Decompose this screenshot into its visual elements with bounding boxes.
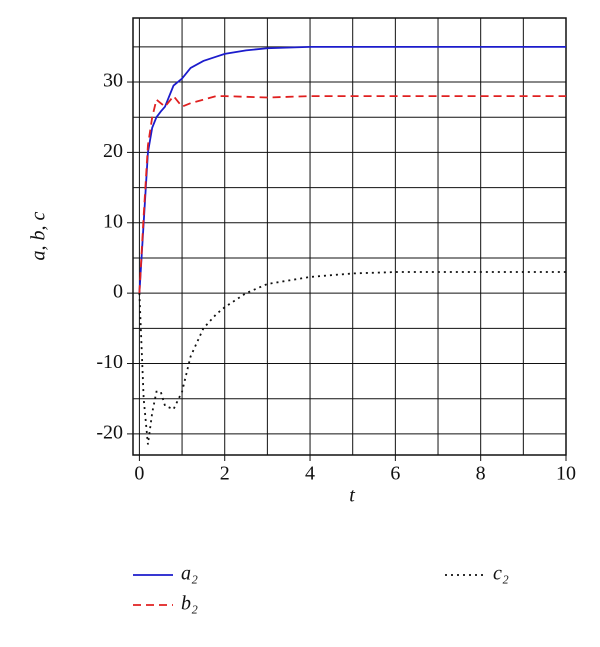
x-tick-label: 6 <box>390 463 400 485</box>
series-line <box>138 94 566 294</box>
x-tick-label: 10 <box>556 463 576 485</box>
y-tick-label: -20 <box>96 421 123 443</box>
legend-label: b₂ <box>181 593 198 615</box>
x-tick-label: 8 <box>476 463 486 485</box>
x-axis-label: t <box>349 485 355 507</box>
x-tick-label: 4 <box>305 463 315 485</box>
x-tick-label: 0 <box>134 463 144 485</box>
y-axis-label: a, b, c <box>28 211 50 260</box>
y-tick-label: 30 <box>103 70 123 92</box>
y-tick-label: 10 <box>103 210 123 232</box>
series-line <box>138 45 566 294</box>
x-tick-label: 2 <box>220 463 230 485</box>
series-line <box>138 271 566 445</box>
y-tick-label: 0 <box>113 281 123 303</box>
plot-frame <box>132 17 567 456</box>
y-tick-label: 20 <box>103 140 123 162</box>
y-tick-label: -10 <box>96 351 123 373</box>
legend-label: c₂ <box>493 563 509 585</box>
legend-label: a₂ <box>181 563 198 585</box>
